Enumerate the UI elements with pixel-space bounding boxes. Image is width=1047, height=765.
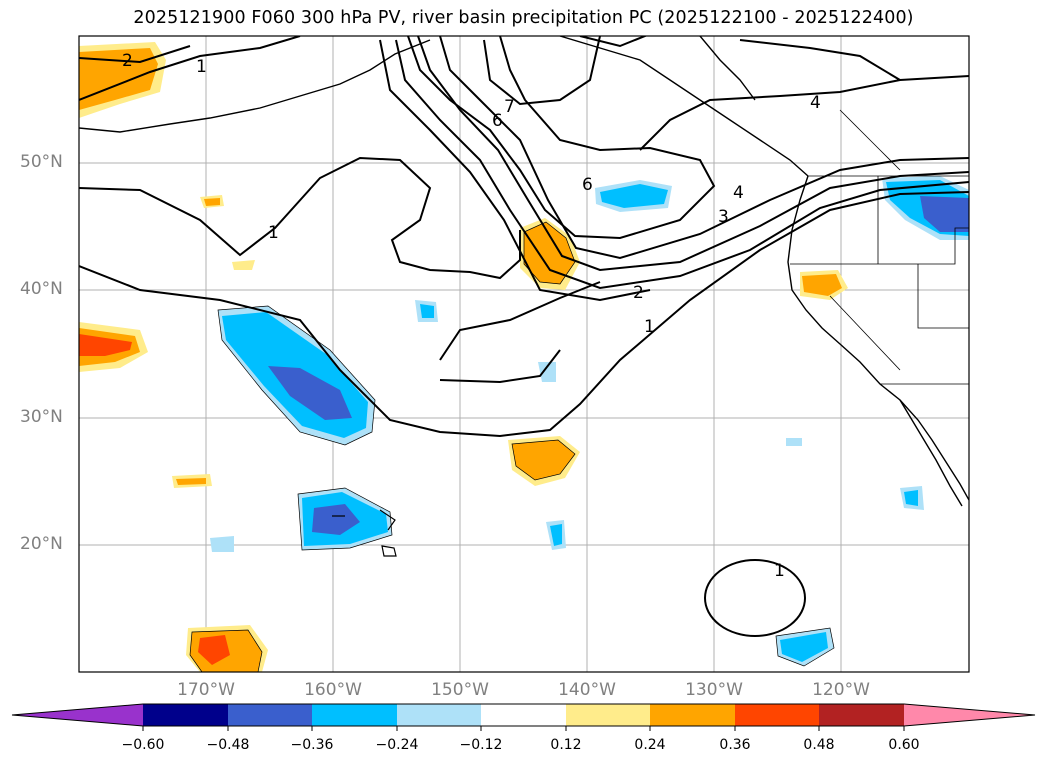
precip-outlines xyxy=(189,221,835,672)
west-coast xyxy=(787,175,969,501)
map-content: 2 1 1 7 6 6 4 4 3 2 1 1 xyxy=(79,36,969,672)
lon-label: 140°W xyxy=(558,680,616,700)
precip-negative-regions xyxy=(210,176,969,666)
contour-labels: 2 1 1 7 6 6 4 4 3 2 1 1 xyxy=(122,51,821,581)
colorbar-segment xyxy=(650,704,735,726)
lon-label: 120°W xyxy=(812,680,870,700)
contour-label: 2 xyxy=(633,283,644,303)
colorbar-tick-label: 0.60 xyxy=(888,737,920,753)
map-frame xyxy=(78,35,970,673)
lat-label: 20°N xyxy=(20,534,63,554)
pv-contour-1-west xyxy=(79,156,521,280)
graticule xyxy=(79,36,969,672)
lon-label: 150°W xyxy=(431,680,489,700)
contour-label: 1 xyxy=(774,561,785,581)
lon-label: 160°W xyxy=(304,680,362,700)
lon-label: 170°W xyxy=(177,680,235,700)
pv-contours xyxy=(79,36,969,637)
colorbar-tick-label: −0.48 xyxy=(206,737,250,753)
colorbar-segment xyxy=(312,704,397,726)
lat-label: 50°N xyxy=(20,152,63,172)
colorbar-tick-label: −0.24 xyxy=(375,737,419,753)
contour-label: 7 xyxy=(504,97,515,117)
colorbar-extend-right xyxy=(904,704,1035,726)
colorbar-segment xyxy=(735,704,819,726)
colorbar-tick-label: −0.60 xyxy=(121,737,165,753)
contour-label: 1 xyxy=(644,317,655,337)
contour-label: 2 xyxy=(122,51,133,71)
contour-label: 4 xyxy=(810,93,821,113)
alaska-coast xyxy=(79,39,431,133)
colorbar xyxy=(11,703,1036,731)
colorbar-tick-label: 0.48 xyxy=(803,737,835,753)
colorbar-tick-label: 0.12 xyxy=(550,737,582,753)
pv-contour-7 xyxy=(407,36,716,240)
colorbar-segment xyxy=(819,704,904,726)
contour-label: 1 xyxy=(196,57,207,77)
contour-label: 6 xyxy=(582,175,593,195)
colorbar-tick-label: −0.36 xyxy=(290,737,334,753)
map-title: 2025121900 F060 300 hPa PV, river basin … xyxy=(133,8,914,28)
colorbar-segment xyxy=(143,704,228,726)
contour-label: 3 xyxy=(718,207,729,227)
contour-label: 4 xyxy=(733,183,744,203)
colorbar-segment xyxy=(481,704,566,726)
lat-label: 40°N xyxy=(20,279,63,299)
contour-label: 1 xyxy=(268,223,279,243)
colorbar-segment xyxy=(228,704,312,726)
lon-label: 130°W xyxy=(685,680,743,700)
colorbar-extend-left xyxy=(12,704,143,726)
colorbar-tick-label: 0.24 xyxy=(634,737,666,753)
colorbar-tick-label: 0.36 xyxy=(719,737,751,753)
colorbar-segment xyxy=(397,704,481,726)
pv-contour-circle xyxy=(703,559,807,637)
coastlines xyxy=(79,36,969,557)
political-boundaries xyxy=(790,109,969,385)
lat-label: 30°N xyxy=(20,407,63,427)
colorbar-segment xyxy=(566,704,650,726)
precip-positive-regions xyxy=(79,42,848,672)
colorbar-tick-label: −0.12 xyxy=(459,737,503,753)
contour-label: 6 xyxy=(492,111,503,131)
